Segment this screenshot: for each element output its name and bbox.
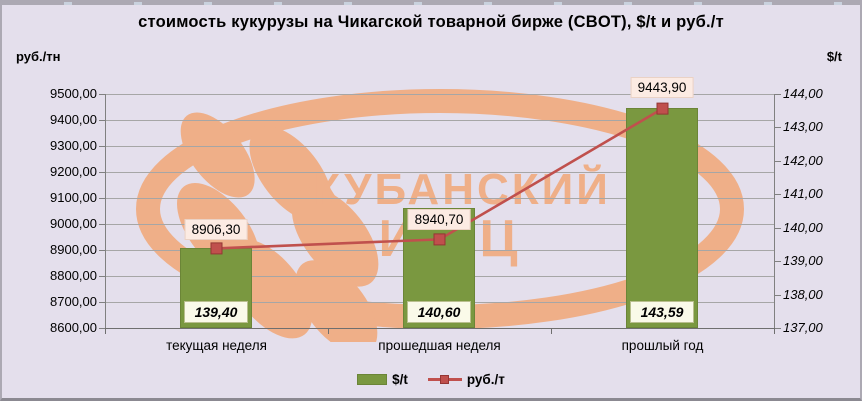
legend-item-line: руб./т xyxy=(427,372,505,387)
gridline xyxy=(105,146,774,147)
left-axis-unit: руб./тн xyxy=(16,49,61,64)
left-tick xyxy=(99,224,105,225)
gridline xyxy=(105,94,774,95)
line-value-label: 9443,90 xyxy=(630,77,694,98)
right-tick-label: 138,00 xyxy=(783,287,823,302)
right-tick-label: 140,00 xyxy=(783,220,823,235)
chart-top-border xyxy=(2,2,860,5)
right-tick-label: 141,00 xyxy=(783,186,823,201)
chart-title: стоимость кукурузы на Чикагской товарной… xyxy=(138,13,724,31)
right-tick xyxy=(774,328,781,329)
legend-line-marker xyxy=(439,375,449,384)
y-tick-label: 9400,00 xyxy=(50,112,97,127)
bar-value-label: 143,59 xyxy=(630,301,694,323)
legend-line-label: руб./т xyxy=(466,372,505,387)
y-axis-line-left xyxy=(105,94,106,334)
y-tick-label: 8900,00 xyxy=(50,242,97,257)
category-label-previous-week: прошедшая неделя xyxy=(378,338,501,353)
left-tick xyxy=(99,172,105,173)
y-tick-label: 8800,00 xyxy=(50,268,97,283)
right-tick-label: 143,00 xyxy=(783,119,823,134)
left-tick xyxy=(99,198,105,199)
bar-last-year xyxy=(626,108,698,328)
y-tick-label: 8600,00 xyxy=(50,320,97,335)
line-value-label: 8940,70 xyxy=(407,209,471,230)
line-marker xyxy=(210,242,223,255)
category-tick xyxy=(551,328,552,334)
category-label-current-week: текущая неделя xyxy=(166,338,267,353)
left-tick xyxy=(99,146,105,147)
y-axis-line-right xyxy=(774,94,775,328)
y-tick-label: 9500,00 xyxy=(50,86,97,101)
category-tick xyxy=(105,328,106,334)
y-tick-label: 9200,00 xyxy=(50,164,97,179)
line-marker xyxy=(656,102,669,115)
right-tick xyxy=(774,295,781,296)
x-axis-line xyxy=(99,328,774,329)
right-tick-label: 142,00 xyxy=(783,153,823,168)
left-tick xyxy=(99,120,105,121)
y-tick-label: 8700,00 xyxy=(50,294,97,309)
gridline xyxy=(105,120,774,121)
line-marker xyxy=(433,233,446,246)
gridline xyxy=(105,198,774,199)
bar-value-label: 140,60 xyxy=(407,301,471,323)
y-tick-label: 9300,00 xyxy=(50,138,97,153)
legend-bar-swatch xyxy=(357,374,388,385)
right-tick xyxy=(774,194,781,195)
category-label-last-year: прошлый год xyxy=(621,338,704,353)
right-tick xyxy=(774,161,781,162)
right-axis-unit: $/t xyxy=(826,49,842,64)
line-value-label: 8906,30 xyxy=(184,219,248,240)
left-tick xyxy=(99,94,105,95)
right-tick-label: 137,00 xyxy=(783,320,823,335)
gridline xyxy=(105,172,774,173)
left-tick xyxy=(99,250,105,251)
legend-line-swatch xyxy=(427,374,462,385)
legend-bar-label: $/t xyxy=(392,372,408,387)
right-tick xyxy=(774,127,781,128)
y-tick-label: 9000,00 xyxy=(50,216,97,231)
right-tick xyxy=(774,228,781,229)
legend: $/t руб./т xyxy=(2,372,860,387)
line-series xyxy=(210,102,669,255)
watermark-text-line1: КУБАНСКИЙ xyxy=(313,163,611,214)
left-tick xyxy=(99,302,105,303)
right-tick-label: 139,00 xyxy=(783,253,823,268)
bar-value-label: 139,40 xyxy=(184,301,248,323)
right-tick xyxy=(774,261,781,262)
left-tick xyxy=(99,328,105,329)
y-tick-label: 9100,00 xyxy=(50,190,97,205)
right-tick xyxy=(774,94,781,95)
legend-item-bar: $/t xyxy=(357,372,408,387)
category-tick xyxy=(774,328,775,334)
left-tick xyxy=(99,276,105,277)
right-tick-label: 144,00 xyxy=(783,86,823,101)
category-tick xyxy=(328,328,329,334)
